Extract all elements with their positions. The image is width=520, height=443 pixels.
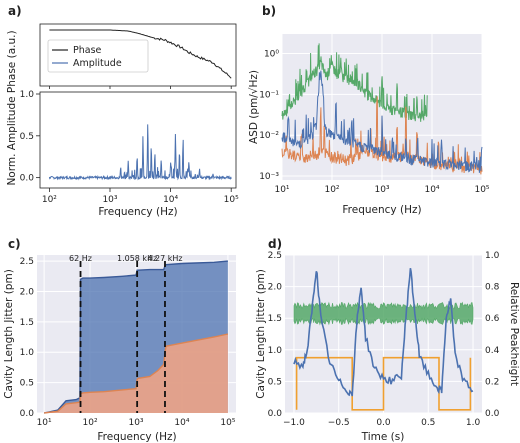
panel-a: 10² 10³ 10⁴ 10⁵ 0.0 0.5 1.0 Phase Amplitude Fr… bbox=[6, 23, 239, 218]
panel-d-xtick-label: 0.5 bbox=[421, 418, 435, 428]
panel-c-xtick-label: 10⁴ bbox=[174, 418, 189, 428]
panel-c-ytick-label: 0.5 bbox=[20, 379, 34, 389]
panel-b-xtick-label: 10⁵ bbox=[474, 185, 489, 195]
panel-c-line-orange bbox=[44, 333, 229, 414]
panel-d-xtick-label: −1.0 bbox=[283, 418, 305, 428]
panel-a-ytick-label: 0.5 bbox=[20, 132, 34, 142]
panel-b-ytick-label: 10⁰ bbox=[264, 49, 279, 59]
legend-amplitude-label: Amplitude bbox=[73, 58, 122, 69]
panel-d-xtick-label: 1.0 bbox=[466, 418, 481, 428]
legend-phase-label: Phase bbox=[73, 45, 102, 56]
panel-d-ylabel: Cavity Length Jitter (pm) bbox=[255, 269, 267, 399]
panel-d-ytick-label: 1.0 bbox=[268, 346, 283, 356]
panel-c-area-orange bbox=[44, 334, 228, 413]
panel-d-y2tick-label: 0.0 bbox=[485, 409, 500, 419]
panel-c-xtick-label: 10¹ bbox=[37, 418, 52, 428]
panel-c-ytick-label: 1.0 bbox=[20, 348, 35, 358]
panel-c-xtick-label: 10² bbox=[83, 418, 98, 428]
panel-b-xtick-label: 10⁴ bbox=[424, 185, 439, 195]
panel-d-peakheight-band bbox=[293, 301, 474, 326]
panel-c-vline-label: 4.27 kHz bbox=[147, 254, 182, 263]
panel-c-ytick-label: 2.0 bbox=[20, 287, 35, 297]
panel-d-ytick-label: 2.5 bbox=[268, 251, 282, 261]
panel-d-y2tick-label: 0.6 bbox=[485, 314, 500, 324]
panel-c-xlabel: Frequency (Hz) bbox=[97, 431, 176, 443]
panel-d-jitter-line bbox=[293, 268, 474, 397]
panel-c-ytick-label: 0.0 bbox=[20, 409, 35, 419]
panel-a-xtick-label: 10² bbox=[42, 195, 57, 205]
panel-label-c: c) bbox=[8, 237, 21, 251]
panel-c-vline-label: 1.058 kHz bbox=[117, 254, 157, 263]
panel-d-y2tick-label: 0.8 bbox=[485, 283, 500, 293]
panel-c-xtick-label: 10⁵ bbox=[220, 418, 235, 428]
panel-a-ytick-label: 0.0 bbox=[20, 174, 35, 184]
panel-c-xtick-label: 10³ bbox=[128, 418, 143, 428]
panel-c-ytick-label: 2.5 bbox=[20, 257, 34, 267]
panel-a-xlabel: Frequency (Hz) bbox=[98, 206, 177, 218]
panel-a-xtick-label: 10⁴ bbox=[163, 195, 178, 205]
panel-d-ytick-label: 2.0 bbox=[268, 283, 283, 293]
panel-b-ytick-label: 10⁻¹ bbox=[259, 90, 279, 100]
panel-d-ytick-label: 0.0 bbox=[268, 409, 283, 419]
panel-label-a: a) bbox=[8, 4, 22, 18]
panel-d-xtick-label: −0.5 bbox=[328, 418, 350, 428]
panel-c-ytick-label: 1.5 bbox=[20, 318, 34, 328]
panel-d-y2tick-label: 1.0 bbox=[485, 251, 500, 261]
panel-d-y2label: Relative Peakheight bbox=[508, 282, 520, 386]
panel-a-xtick-label: 10⁵ bbox=[224, 195, 239, 205]
phase-line bbox=[49, 29, 232, 79]
panel-d-ytick-label: 1.5 bbox=[268, 314, 282, 324]
panel-a-legend: Phase Amplitude bbox=[47, 39, 149, 73]
panel-a-ylabel: Norm. Amplitude Phase (a.u.) bbox=[6, 30, 18, 185]
panel-d-y2tick-label: 0.4 bbox=[485, 346, 500, 356]
panel-d-xtick-label: 0.0 bbox=[376, 418, 391, 428]
panel-b-xtick-label: 10² bbox=[324, 185, 339, 195]
panel-b-ytick-label: 10⁻² bbox=[259, 131, 279, 141]
panel-a-ytick-label: 1.0 bbox=[20, 90, 35, 100]
panel-label-d: d) bbox=[268, 237, 282, 251]
panel-d-gate-line bbox=[295, 356, 472, 411]
panel-b-xtick-label: 10¹ bbox=[274, 185, 289, 195]
panel-b-ytick-label: 10⁻³ bbox=[259, 172, 279, 182]
panel-d: −1.0 −0.5 0.0 0.5 1.0 0.0 0.5 1.0 1.5 2.0 2.5 0.0 0.… bbox=[255, 251, 520, 443]
panel-b: 10¹ 10² 10³ 10⁴ 10⁵ 10⁻³ 10⁻² 10⁻¹ 10⁰ Frequency… bbox=[248, 34, 490, 216]
panel-label-b: b) bbox=[262, 4, 276, 18]
panel-b-ylabel: ASD (pm/√Hz) bbox=[248, 70, 260, 144]
panel-b-series-green bbox=[281, 43, 428, 122]
panel-a-xtick-label: 10³ bbox=[102, 195, 117, 205]
panel-d-ytick-label: 0.5 bbox=[268, 377, 282, 387]
panel-b-series-blue bbox=[281, 70, 483, 173]
panel-d-xlabel: Time (s) bbox=[361, 431, 405, 443]
panel-c-vline-label: 62 Hz bbox=[69, 254, 92, 263]
panel-b-xlabel: Frequency (Hz) bbox=[342, 204, 421, 216]
panel-c-ylabel: Cavity Length Jitter (pm) bbox=[3, 269, 15, 399]
panel-d-y2tick-label: 0.2 bbox=[485, 377, 499, 387]
panel-b-xtick-label: 10³ bbox=[374, 185, 389, 195]
amplitude-line bbox=[48, 124, 232, 181]
